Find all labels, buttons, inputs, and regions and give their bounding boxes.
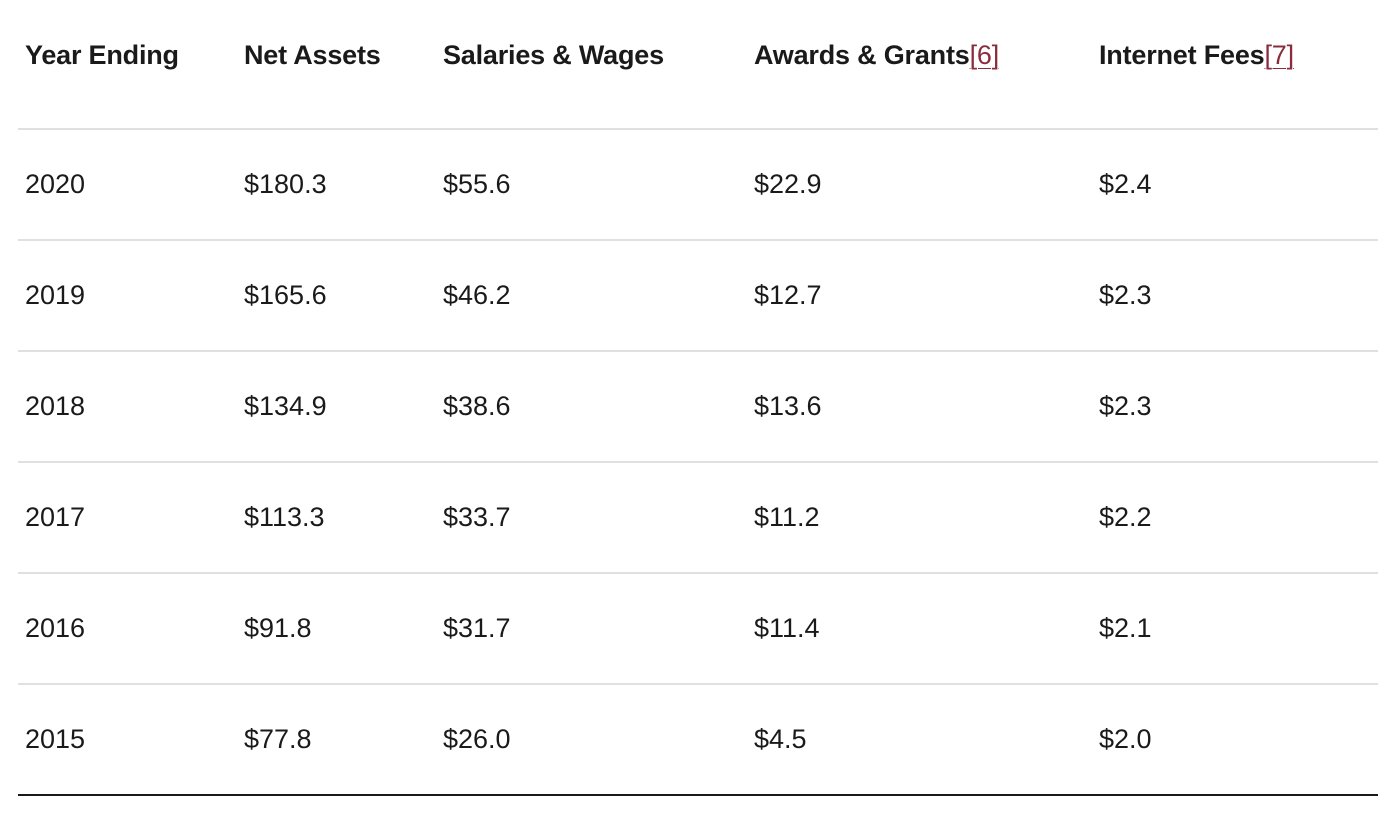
cell-year: 2015	[18, 684, 237, 796]
cell-net-assets: $134.9	[237, 351, 436, 463]
cell-salaries-wages: $26.0	[436, 684, 747, 796]
cell-awards-grants: $22.9	[747, 129, 1092, 241]
header-label: Internet Fees	[1099, 40, 1265, 70]
header-label: Awards & Grants	[754, 40, 970, 70]
cell-year: 2020	[18, 129, 237, 241]
header-label: Salaries & Wages	[443, 40, 664, 70]
financial-table: Year Ending Net Assets Salaries & Wages …	[18, 0, 1378, 796]
table-row: 2017 $113.3 $33.7 $11.2 $2.2	[18, 462, 1378, 574]
financial-table-container: Year Ending Net Assets Salaries & Wages …	[18, 0, 1378, 796]
cell-year: 2018	[18, 351, 237, 463]
header-awards-grants: Awards & Grants[6]	[747, 0, 1092, 130]
cell-salaries-wages: $33.7	[436, 462, 747, 574]
cell-internet-fees: $2.3	[1092, 240, 1378, 352]
cell-awards-grants: $13.6	[747, 351, 1092, 463]
cell-net-assets: $77.8	[237, 684, 436, 796]
cell-awards-grants: $11.4	[747, 573, 1092, 685]
cell-year: 2019	[18, 240, 237, 352]
cell-year: 2017	[18, 462, 237, 574]
table-row: 2019 $165.6 $46.2 $12.7 $2.3	[18, 240, 1378, 352]
cell-awards-grants: $4.5	[747, 684, 1092, 796]
table-row: 2015 $77.8 $26.0 $4.5 $2.0	[18, 684, 1378, 796]
header-year-ending: Year Ending	[18, 0, 237, 130]
cell-internet-fees: $2.4	[1092, 129, 1378, 241]
table-row: 2018 $134.9 $38.6 $13.6 $2.3	[18, 351, 1378, 463]
header-salaries-wages: Salaries & Wages	[436, 0, 747, 130]
table-header: Year Ending Net Assets Salaries & Wages …	[18, 0, 1378, 130]
header-label: Net Assets	[244, 40, 381, 70]
header-row: Year Ending Net Assets Salaries & Wages …	[18, 0, 1378, 130]
header-internet-fees: Internet Fees[7]	[1092, 0, 1378, 130]
table-row: 2020 $180.3 $55.6 $22.9 $2.4	[18, 129, 1378, 241]
cell-net-assets: $91.8	[237, 573, 436, 685]
cell-awards-grants: $12.7	[747, 240, 1092, 352]
footnote-link-7[interactable]: [7]	[1264, 40, 1294, 70]
cell-salaries-wages: $46.2	[436, 240, 747, 352]
cell-salaries-wages: $38.6	[436, 351, 747, 463]
footnote-link-6[interactable]: [6]	[969, 40, 1000, 70]
cell-awards-grants: $11.2	[747, 462, 1092, 574]
cell-internet-fees: $2.2	[1092, 462, 1378, 574]
cell-net-assets: $180.3	[237, 129, 436, 241]
table-body: 2020 $180.3 $55.6 $22.9 $2.4 2019 $165.6…	[18, 129, 1378, 796]
cell-salaries-wages: $31.7	[436, 573, 747, 685]
cell-internet-fees: $2.3	[1092, 351, 1378, 463]
header-net-assets: Net Assets	[237, 0, 436, 130]
header-label: Year Ending	[25, 40, 179, 70]
table-row: 2016 $91.8 $31.7 $11.4 $2.1	[18, 573, 1378, 685]
cell-net-assets: $113.3	[237, 462, 436, 574]
cell-salaries-wages: $55.6	[436, 129, 747, 241]
cell-net-assets: $165.6	[237, 240, 436, 352]
cell-internet-fees: $2.1	[1092, 573, 1378, 685]
cell-internet-fees: $2.0	[1092, 684, 1378, 796]
cell-year: 2016	[18, 573, 237, 685]
